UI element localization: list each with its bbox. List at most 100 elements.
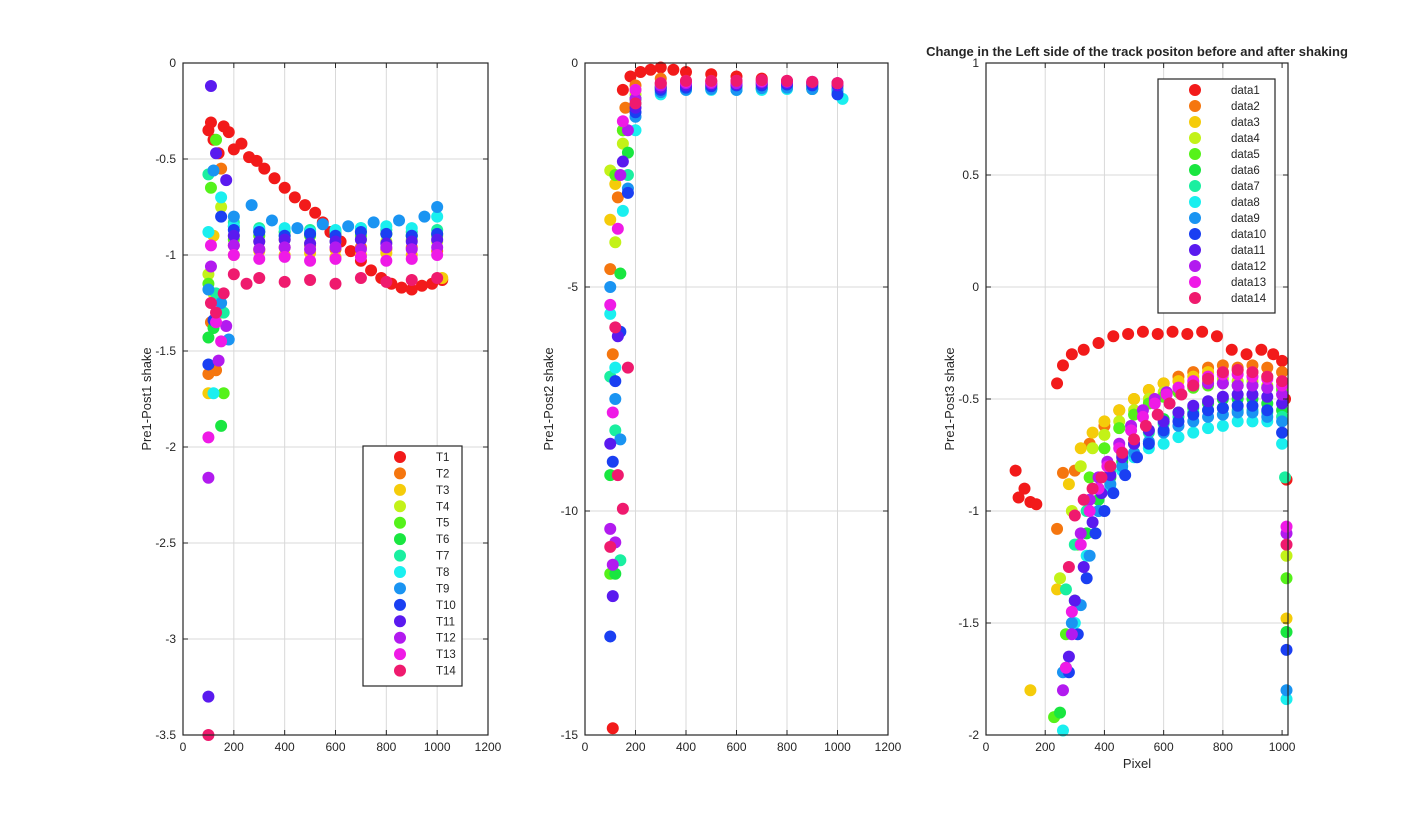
- chart3-point-data8: [1231, 415, 1244, 428]
- chart1-legend-box: [362, 445, 463, 687]
- chart3-point-data14: [1231, 363, 1244, 376]
- chart3-point-data1: [1240, 348, 1253, 361]
- chart3-legend-marker: [1189, 276, 1201, 288]
- chart3-point-data10: [1080, 572, 1093, 585]
- chart1-point-t9: [215, 297, 228, 309]
- chart1-legend-label: T3: [436, 485, 449, 497]
- chart2-ytick-label: -15: [561, 728, 579, 742]
- chart1-point-t13: [253, 252, 266, 265]
- chart3-point-data14: [1139, 419, 1152, 432]
- chart2-point-data9: [609, 393, 622, 405]
- chart3-point-data12: [1246, 379, 1259, 392]
- chart3-ytick-label: -2: [968, 728, 979, 742]
- chart3-legend-marker: [1189, 180, 1201, 192]
- chart1-point-t10: [215, 210, 228, 223]
- chart3-legend-marker: [1189, 244, 1201, 256]
- chart3-point-data14: [1104, 460, 1117, 473]
- chart3-point-data3: [1113, 404, 1126, 417]
- chart2-point-data13: [606, 406, 619, 419]
- chart3-point-data14: [1187, 379, 1200, 392]
- chart1-point-t1: [415, 279, 428, 292]
- chart2-point-data6: [614, 267, 627, 280]
- chart2-point-data14: [604, 540, 617, 553]
- chart1-point-t14: [405, 273, 418, 286]
- chart1-point-t12: [227, 239, 240, 252]
- chart3-point-data10: [1098, 505, 1111, 517]
- chart2-point-data2: [604, 263, 617, 276]
- chart1-point-t10: [304, 227, 317, 240]
- chart3-legend-marker: [1189, 260, 1201, 272]
- chart2-point-data9: [614, 433, 627, 446]
- chart3-point-data11: [1077, 561, 1090, 573]
- chart3-point-data12: [1056, 684, 1069, 697]
- chart2-xtick-label: 200: [625, 740, 645, 754]
- chart1-ytick-label: -3: [165, 632, 176, 646]
- chart3-point-data14: [1175, 388, 1188, 401]
- chart3-point-data1: [1267, 348, 1280, 361]
- chart3-point-data4: [1074, 460, 1087, 473]
- chart3-point-data10: [1261, 404, 1274, 417]
- chart1-point-t1: [309, 206, 322, 219]
- chart2-point-data4: [616, 137, 629, 150]
- chart2-point-data1: [616, 83, 629, 96]
- chart1-point-t14: [278, 275, 291, 288]
- chart3-xtick-label: 0: [983, 740, 990, 754]
- chart1-legend-marker: [394, 516, 406, 529]
- chart2-ylabel: Pre1-Post2 shake: [541, 347, 556, 450]
- chart3-legend-marker: [1189, 196, 1201, 208]
- chart1-ylabel: Pre1-Post1 shake: [139, 347, 154, 450]
- chart1-legend-label: T9: [436, 583, 449, 595]
- chart1-point-t9: [431, 201, 444, 213]
- chart3-point-data9: [1280, 684, 1293, 697]
- chart1-point-t13: [210, 316, 223, 329]
- chart2-ytick-label: -10: [561, 504, 579, 518]
- chart1-point-t14: [380, 275, 393, 288]
- chart1-point-t12: [278, 241, 291, 254]
- chart1-point-t14: [329, 277, 342, 290]
- chart3-point-data14: [1116, 446, 1129, 459]
- chart2-point-data13: [604, 298, 617, 311]
- chart2-point-data14: [730, 74, 743, 87]
- chart3-title: Change in the Left side of the track pos…: [926, 44, 1348, 59]
- chart1-point-t14: [253, 272, 266, 285]
- chart1-point-t1: [268, 172, 281, 185]
- chart3-point-data13: [1065, 605, 1078, 618]
- chart2-point-data3: [609, 177, 622, 190]
- chart1-point-t1: [405, 283, 418, 296]
- chart3-point-data10: [1131, 451, 1143, 464]
- chart1-point-t1: [395, 281, 408, 294]
- chart1-point-t4: [215, 201, 228, 213]
- chart3-xlabel: Pixel: [1123, 756, 1151, 771]
- chart3-point-data10: [1187, 408, 1200, 421]
- chart3-point-data8: [1280, 693, 1293, 706]
- chart1-point-t13: [354, 250, 367, 263]
- chart3-point-data10: [1216, 401, 1229, 414]
- chart3-ytick-label: 0: [972, 280, 979, 294]
- chart3-point-data9: [1065, 617, 1078, 629]
- chart1-legend-marker: [394, 648, 406, 661]
- chart2-point-data14: [611, 469, 624, 482]
- chart3-point-data1: [1276, 354, 1289, 367]
- chart3-point-data13: [1059, 661, 1072, 674]
- chart3-point-data14: [1068, 509, 1081, 522]
- chart1-point-t8: [431, 210, 444, 223]
- chart1-point-t1: [235, 137, 248, 150]
- chart1-point-t9: [245, 199, 258, 212]
- chart3-point-data10: [1172, 415, 1185, 428]
- chart2-point-data14: [609, 321, 622, 334]
- chart3-legend-label: data6: [1231, 165, 1260, 177]
- chart3-legend-label: data13: [1231, 277, 1266, 289]
- chart3-point-data3: [1280, 612, 1293, 625]
- chart3-point-data7: [1059, 583, 1072, 596]
- chart1-point-t13: [380, 254, 393, 267]
- chart3-legend-marker: [1189, 84, 1201, 96]
- chart3-xtick-label: 1000: [1269, 740, 1296, 754]
- chart3-point-data2: [1056, 466, 1069, 479]
- chart1-ytick-label: -2.5: [155, 536, 176, 550]
- chart3-point-data14: [1246, 366, 1259, 379]
- chart3-point-data2: [1051, 522, 1064, 535]
- chart1-point-t11: [354, 233, 367, 246]
- chart1-point-t12: [202, 471, 215, 484]
